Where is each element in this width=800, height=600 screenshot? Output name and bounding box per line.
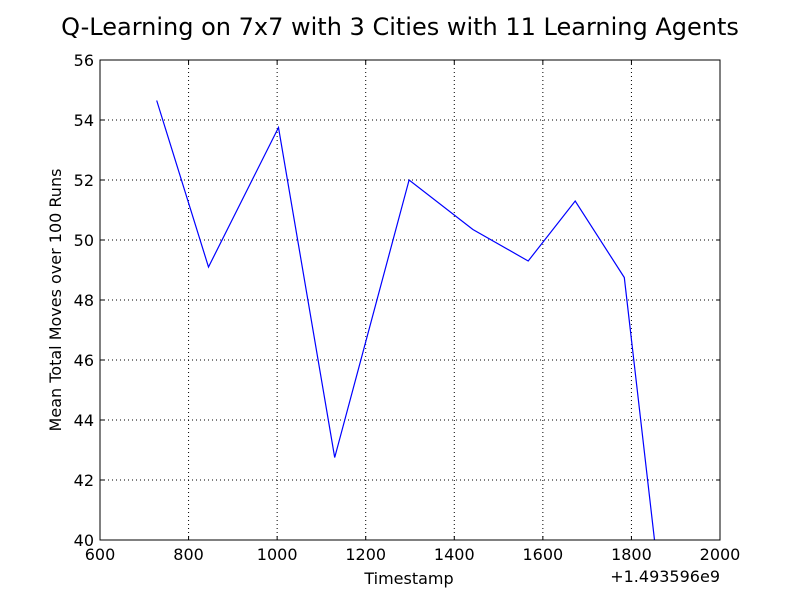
x-tick-label: 800 bbox=[173, 545, 204, 564]
chart-title: Q-Learning on 7x7 with 3 Cities with 11 … bbox=[61, 13, 739, 41]
y-axis-ticks: 40 42 44 46 48 50 52 54 56 bbox=[74, 51, 720, 550]
y-tick-label: 46 bbox=[74, 351, 94, 370]
x-tick-label: 600 bbox=[85, 545, 116, 564]
x-tick-label: 2000 bbox=[700, 545, 741, 564]
x-tick-label: 1000 bbox=[257, 545, 298, 564]
y-tick-label: 42 bbox=[74, 471, 94, 490]
series-layer bbox=[156, 100, 656, 541]
y-tick-label: 44 bbox=[74, 411, 94, 430]
y-tick-label: 48 bbox=[74, 291, 94, 310]
x-tick-label: 1200 bbox=[345, 545, 386, 564]
y-tick-label: 52 bbox=[74, 171, 94, 190]
x-axis-label: Timestamp bbox=[363, 569, 453, 588]
grid-lines bbox=[99, 59, 721, 541]
x-axis-offset-label: +1.493596e9 bbox=[610, 567, 720, 586]
y-tick-label: 40 bbox=[74, 531, 94, 550]
x-tick-label: 1800 bbox=[611, 545, 652, 564]
x-axis-ticks: 600 800 1000 1200 1400 1600 1800 2000 bbox=[85, 60, 741, 564]
x-tick-label: 1400 bbox=[434, 545, 475, 564]
y-tick-label: 54 bbox=[74, 111, 94, 130]
series-line bbox=[156, 100, 656, 541]
y-tick-label: 50 bbox=[74, 231, 94, 250]
y-axis-label: Mean Total Moves over 100 Runs bbox=[46, 169, 65, 432]
x-tick-label: 1600 bbox=[522, 545, 563, 564]
y-tick-label: 56 bbox=[74, 51, 94, 70]
